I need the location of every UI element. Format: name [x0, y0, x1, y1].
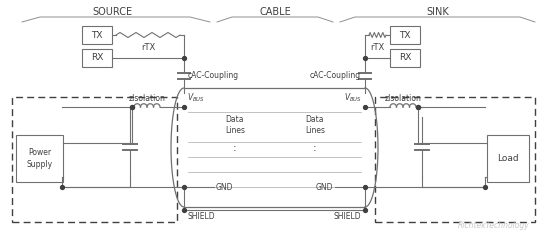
Text: CABLE: CABLE: [259, 7, 291, 17]
Bar: [390, 26, 420, 44]
Text: TX: TX: [399, 30, 411, 39]
Text: Data
Lines: Data Lines: [305, 115, 325, 135]
Bar: [375, 97, 535, 222]
Text: Power
Supply: Power Supply: [27, 148, 53, 169]
Text: TX: TX: [91, 30, 103, 39]
Text: $V_{BUS}$: $V_{BUS}$: [344, 92, 362, 104]
Text: SOURCE: SOURCE: [92, 7, 132, 17]
Text: RX: RX: [399, 54, 411, 63]
Text: RX: RX: [91, 54, 103, 63]
Bar: [16, 135, 63, 182]
Text: zIsolation: zIsolation: [128, 94, 165, 103]
Text: rTX: rTX: [371, 43, 385, 52]
Text: cAC-Coupling: cAC-Coupling: [310, 71, 361, 80]
Text: $V_{BUS}$: $V_{BUS}$: [187, 92, 205, 104]
Bar: [82, 49, 112, 67]
Text: SHIELD: SHIELD: [188, 212, 216, 221]
Text: RichtekTechnology: RichtekTechnology: [458, 221, 530, 230]
Text: SINK: SINK: [426, 7, 450, 17]
Bar: [487, 135, 529, 182]
Bar: [82, 26, 112, 44]
Text: :: :: [313, 143, 317, 153]
Bar: [12, 97, 177, 222]
Text: Data
Lines: Data Lines: [225, 115, 245, 135]
Text: GND: GND: [216, 182, 233, 191]
Bar: [390, 49, 420, 67]
Text: GND: GND: [316, 182, 333, 191]
Text: zIsolation: zIsolation: [384, 94, 421, 103]
Text: rTX: rTX: [141, 43, 155, 52]
Text: SHIELD: SHIELD: [333, 212, 361, 221]
Text: cAC-Coupling: cAC-Coupling: [188, 71, 239, 80]
Text: Load: Load: [497, 154, 519, 163]
Text: :: :: [233, 143, 237, 153]
